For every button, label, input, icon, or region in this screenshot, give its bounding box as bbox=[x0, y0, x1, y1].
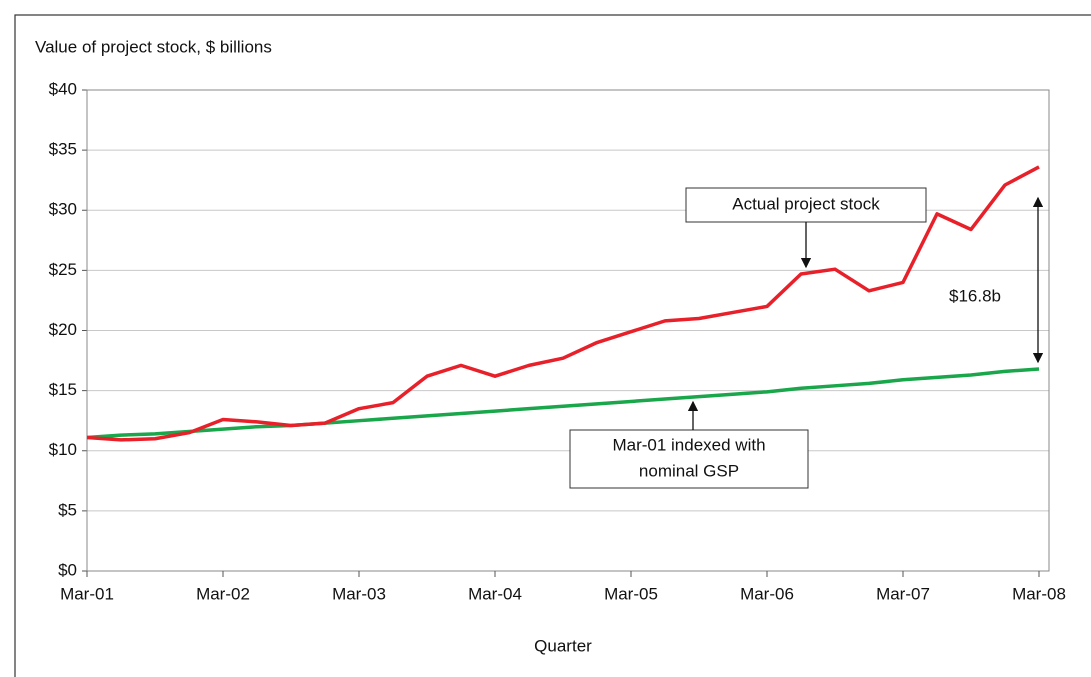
y-tick-label: $40 bbox=[49, 79, 77, 98]
x-tick-label: Mar-02 bbox=[196, 584, 250, 603]
x-tick-label: Mar-06 bbox=[740, 584, 794, 603]
x-tick-label: Mar-01 bbox=[60, 584, 114, 603]
x-tick-label: Mar-04 bbox=[468, 584, 522, 603]
y-tick-label: $30 bbox=[49, 200, 77, 219]
x-tick-label: Mar-03 bbox=[332, 584, 386, 603]
annotation: Mar-01 indexed with bbox=[612, 435, 765, 454]
annotation: Actual project stock bbox=[732, 194, 880, 213]
y-tick-label: $20 bbox=[49, 320, 77, 339]
y-tick-label: $25 bbox=[49, 260, 77, 279]
x-axis-title: Quarter bbox=[534, 636, 592, 655]
annotation: nominal GSP bbox=[639, 461, 739, 480]
y-tick-label: $5 bbox=[58, 500, 77, 519]
y-tick-label: $0 bbox=[58, 560, 77, 579]
y-tick-label: $35 bbox=[49, 140, 77, 159]
plot-area bbox=[86, 89, 1050, 572]
annotation-box bbox=[569, 429, 809, 489]
chart-frame bbox=[14, 14, 1091, 677]
x-tick-label: Mar-07 bbox=[876, 584, 930, 603]
annotation: $16.8b bbox=[949, 286, 1001, 305]
x-tick-label: Mar-05 bbox=[604, 584, 658, 603]
x-tick-label: Mar-08 bbox=[1012, 584, 1066, 603]
y-tick-label: $15 bbox=[49, 380, 77, 399]
y-axis-title: Value of project stock, $ billions bbox=[35, 37, 272, 56]
line-series bbox=[86, 367, 1040, 440]
line-series bbox=[86, 165, 1040, 442]
y-tick-label: $10 bbox=[49, 440, 77, 459]
